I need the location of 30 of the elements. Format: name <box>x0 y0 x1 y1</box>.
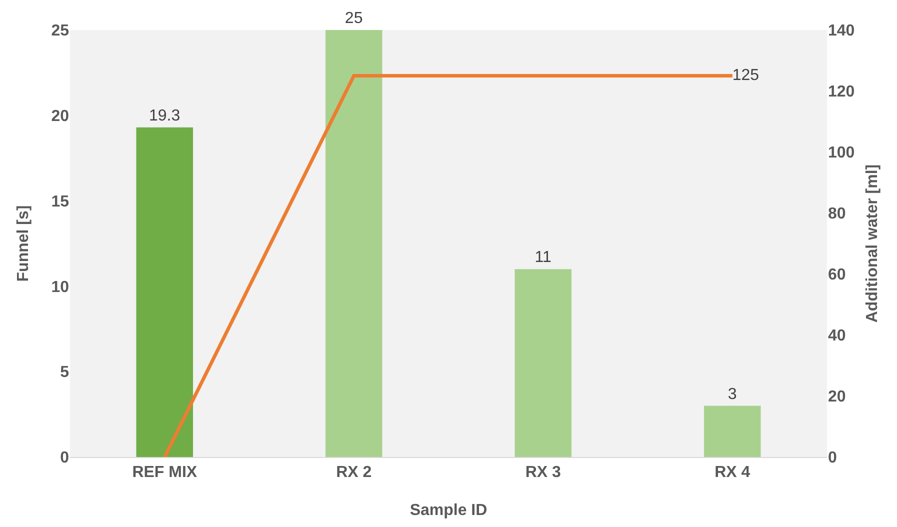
y2-tick-label: 60 <box>828 266 846 284</box>
bar <box>136 127 194 457</box>
y2-tick-label: 120 <box>828 84 855 101</box>
y-tick-label: 5 <box>60 364 70 382</box>
x-tick-label: RX 3 <box>525 464 562 482</box>
bar <box>514 269 572 457</box>
y2-tick-label: 20 <box>828 388 846 406</box>
x-tick-label: RX 4 <box>714 464 750 482</box>
data-label: 11 <box>534 249 552 266</box>
y-tick-label: 20 <box>51 108 70 125</box>
y2-tick-label: 0 <box>828 450 837 467</box>
y-axis-title: Funnel [s] <box>15 205 32 282</box>
bar <box>325 30 382 457</box>
y2-tick-label: 100 <box>828 144 855 162</box>
x-tick-label: REF MIX <box>132 464 198 482</box>
y-tick-label: 25 <box>51 22 70 40</box>
y2-axis-title: Additional water [ml] <box>864 164 881 323</box>
y2-tick-label: 80 <box>828 206 846 223</box>
data-label: 125 <box>732 66 760 84</box>
bar <box>704 406 761 457</box>
y2-tick-label: 140 <box>828 22 855 40</box>
y-tick-label: 10 <box>51 278 70 296</box>
data-label: 19.3 <box>149 107 180 124</box>
x-axis-title: Sample ID <box>410 502 488 519</box>
data-label: 3 <box>728 386 737 403</box>
data-label: 25 <box>344 10 363 27</box>
y2-tick-label: 40 <box>828 328 846 345</box>
x-tick-label: RX 2 <box>336 464 372 482</box>
y-tick-label: 0 <box>60 450 70 467</box>
y-tick-label: 15 <box>51 193 70 210</box>
